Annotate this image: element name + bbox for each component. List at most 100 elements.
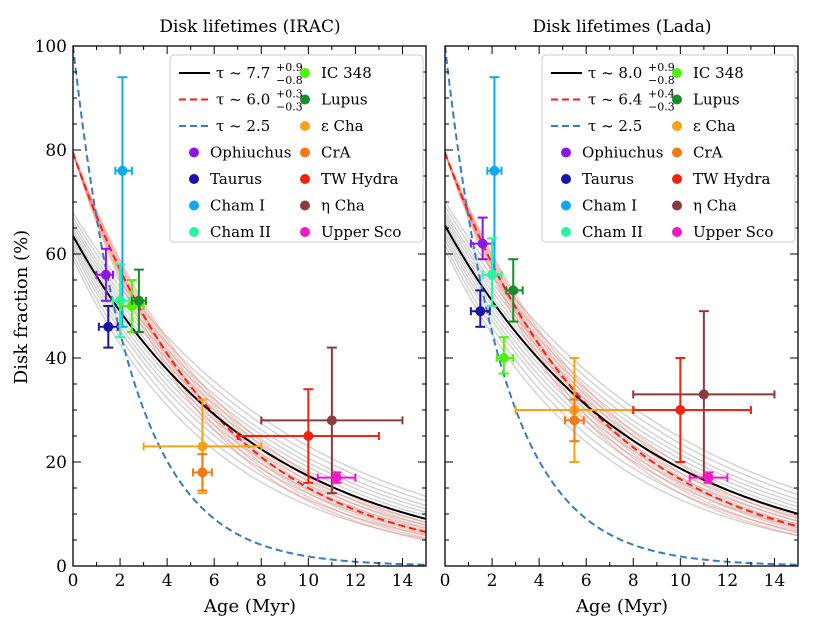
legend-label: TW Hydra — [321, 170, 399, 188]
legend-label: τ ~ 2.5 — [588, 117, 642, 135]
legend-marker — [189, 174, 199, 184]
legend-label: Ophiuchus — [210, 144, 291, 162]
data-point — [326, 415, 337, 426]
panel-title-irac: Disk lifetimes (IRAC) — [159, 17, 340, 37]
y-tick-label: 60 — [45, 245, 67, 265]
x-tick-label: 10 — [670, 571, 692, 591]
legend-marker — [561, 174, 571, 184]
data-point — [331, 472, 342, 483]
fit-spread-curve — [73, 258, 426, 540]
legend-marker — [672, 94, 682, 105]
x-tick-label: 10 — [298, 571, 320, 591]
legend-label: τ ~ 6.4 — [588, 91, 642, 109]
legend-label-sub: −0.3 — [648, 101, 675, 114]
data-point — [475, 306, 486, 317]
data-point — [117, 165, 128, 176]
y-axis-label: Disk fraction (%) — [11, 230, 32, 384]
fit-spread-curve — [445, 221, 798, 511]
legend-marker — [561, 200, 571, 211]
panel-title-lada: Disk lifetimes (Lada) — [532, 17, 711, 37]
legend-label: Cham II — [582, 223, 643, 241]
data-point — [477, 238, 488, 249]
legend-label: τ ~ 7.7 — [216, 64, 270, 82]
x-tick-label: 0 — [68, 571, 79, 591]
x-tick-label: 14 — [764, 571, 786, 591]
legend-label: Taurus — [210, 170, 262, 188]
legend-marker — [300, 227, 310, 237]
legend-label: Cham I — [210, 197, 265, 215]
legend-label: Cham I — [582, 197, 637, 215]
data-point — [489, 165, 500, 176]
x-tick-label: 6 — [581, 571, 592, 591]
legend-label: Upper Sco — [693, 223, 773, 241]
data-point — [126, 301, 137, 311]
y-tick-label: 40 — [45, 349, 67, 369]
y-tick-label: 0 — [56, 557, 67, 577]
fit-spread-curve — [445, 228, 798, 518]
legend-marker — [672, 174, 682, 184]
legend-marker — [672, 200, 682, 211]
fit-spread-curve — [445, 205, 798, 496]
data-point — [197, 441, 208, 452]
dashed-fit-spread-curve — [445, 152, 798, 531]
x-tick-label: 8 — [256, 571, 267, 591]
y-tick-label: 80 — [45, 141, 67, 161]
legend-box — [169, 54, 424, 243]
legend-marker — [300, 68, 310, 78]
legend-marker — [300, 121, 310, 131]
data-point — [569, 415, 580, 426]
y-tick-label: 100 — [35, 37, 67, 57]
x-tick-label: 14 — [392, 571, 414, 591]
data-point — [698, 389, 709, 400]
fit-spread-curve — [445, 201, 798, 491]
dashed-fit-spread-curve — [445, 152, 798, 534]
legend-marker — [672, 68, 682, 78]
legend-label: Taurus — [582, 170, 634, 188]
legend-label: TW Hydra — [693, 170, 771, 188]
legend-marker — [189, 200, 199, 211]
errorbar — [486, 76, 503, 276]
panel-lada: 0 2 4 6 8 10 12 14 τ ~ 8.0 +0.9−0.8 τ ~ 6.4 +0.4−0.… — [440, 45, 799, 591]
x-tick-label: 2 — [115, 571, 126, 591]
x-tick-label: 4 — [162, 571, 173, 591]
legend-label: Cham II — [210, 223, 271, 241]
data-point — [100, 269, 111, 280]
legend-marker — [672, 227, 682, 237]
legend-marker — [300, 147, 310, 158]
dashed-fit-curve — [445, 152, 798, 528]
x-axis-label-lada: Age (Myr) — [575, 596, 668, 617]
legend-label: CrA — [321, 144, 351, 162]
data-point — [487, 269, 498, 280]
x-tick-label: 2 — [487, 571, 498, 591]
legend-label: ε Cha — [321, 117, 364, 135]
x-tick-label: 8 — [628, 571, 639, 591]
data-point — [197, 467, 208, 478]
data-point — [103, 321, 114, 332]
dashed-fit-spread-curve — [445, 152, 798, 520]
fit-spread-curve — [73, 253, 426, 537]
fit-spread-curve — [445, 232, 798, 522]
legend-marker — [189, 227, 199, 237]
fit-spread-curve — [445, 214, 798, 504]
legend-label: τ ~ 6.0 — [216, 91, 270, 109]
legend-marker — [561, 227, 571, 237]
legend: τ ~ 8.0 +0.9−0.8 τ ~ 6.4 +0.4−0.3 τ ~ 2.5 Oph… — [541, 54, 796, 243]
fit-spread-curve — [73, 225, 426, 510]
legend-label-sub: −0.8 — [648, 74, 675, 87]
fit-spread-curve — [445, 217, 798, 508]
data-point — [508, 285, 519, 296]
dashed-fit-curve — [73, 152, 426, 534]
legend-label: IC 348 — [321, 64, 372, 82]
legend-label: τ ~ 2.5 — [216, 117, 270, 135]
legend-marker — [672, 147, 682, 158]
x-tick-label: 0 — [440, 571, 451, 591]
legend-label: η Cha — [693, 197, 737, 215]
legend-label: IC 348 — [693, 64, 744, 82]
dashed-fit-spread-curve — [445, 152, 798, 537]
dashed-fit-spread-curve — [445, 152, 798, 526]
legend-label: Lupus — [693, 91, 740, 109]
legend-label: CrA — [693, 144, 723, 162]
x-axis-label-irac: Age (Myr) — [203, 596, 296, 617]
